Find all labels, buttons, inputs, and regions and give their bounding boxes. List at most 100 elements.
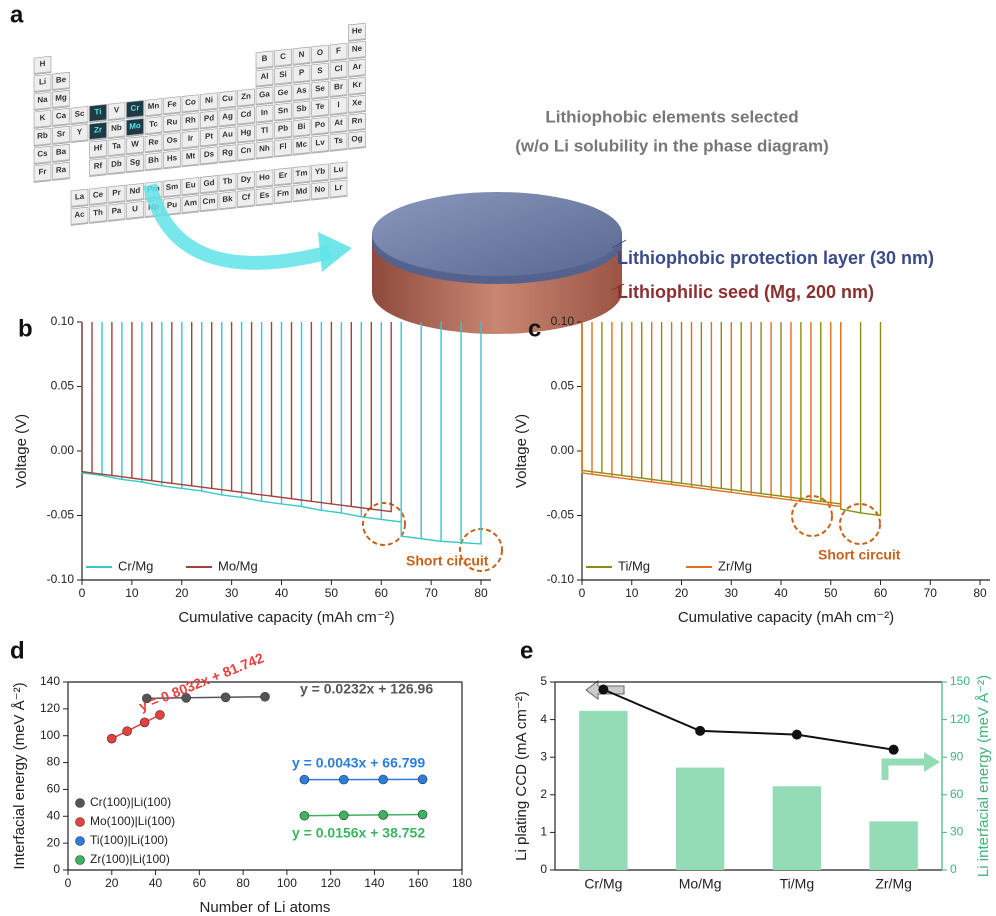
y2-tick-label: 30	[950, 825, 964, 839]
x-tick-label: 10	[625, 586, 639, 600]
element-symbol: Cd	[241, 109, 252, 119]
element-symbol: Cm	[203, 196, 216, 206]
y-axis-title: Li plating CCD (mA cm⁻²)	[513, 691, 530, 861]
element-symbol: V	[114, 105, 120, 115]
element-symbol: Rb	[37, 131, 48, 141]
y-tick-label: -0.05	[47, 508, 75, 522]
element-symbol: Mn	[148, 101, 160, 111]
element-symbol: Pt	[205, 131, 213, 141]
element-symbol: Ga	[259, 89, 270, 99]
x-tick-label: 0	[79, 586, 86, 600]
element-symbol: Sg	[130, 157, 140, 167]
element-symbol: I	[337, 100, 339, 109]
element-symbol: Lv	[315, 138, 325, 148]
x-tick-label: Ti/Mg	[780, 876, 814, 892]
y-tick-label: -0.10	[547, 572, 575, 586]
legend-marker	[76, 837, 85, 846]
y2-tick-label: 60	[950, 787, 964, 801]
element-symbol: He	[352, 26, 363, 36]
x-tick-label: 40	[774, 586, 788, 600]
equation: y = 0.0043x + 66.799	[292, 755, 425, 771]
element-symbol: Fl	[279, 142, 286, 152]
element-symbol: Ag	[222, 111, 233, 121]
element-symbol: Md	[296, 186, 308, 196]
x-tick-label: 10	[125, 586, 139, 600]
element-symbol: Kr	[353, 80, 362, 90]
legend-label: Mo(100)|Li(100)	[90, 814, 175, 828]
element-symbol: Bh	[148, 155, 159, 165]
panel-label: e	[520, 637, 533, 664]
y-tick-label: 2	[540, 787, 547, 801]
bar	[676, 768, 724, 870]
x-tick-label: 40	[275, 586, 289, 600]
element-symbol: Pu	[167, 200, 177, 210]
element-symbol: Mt	[186, 151, 196, 161]
x-tick-label: 70	[924, 586, 938, 600]
element-symbol: Pd	[204, 113, 214, 123]
element-symbol: Hf	[94, 143, 103, 153]
element-symbol: Zn	[241, 91, 251, 101]
element-symbol: N	[299, 50, 305, 60]
y-tick-label: 20	[47, 835, 61, 849]
element-symbol: Am	[184, 198, 197, 208]
arrowhead	[318, 232, 352, 272]
element-symbol: Pa	[112, 206, 122, 216]
y-tick-label: 1	[540, 825, 547, 839]
element-symbol: Tc	[149, 119, 158, 129]
element-symbol: Db	[111, 159, 122, 169]
panel-label: b	[18, 315, 33, 342]
x-tick-label: Zr/Mg	[875, 876, 912, 892]
disk	[372, 192, 622, 334]
x-axis-title: Cumulative capacity (mAh cm⁻²)	[178, 609, 394, 626]
element-symbol: K	[40, 113, 46, 123]
data-point	[379, 810, 388, 819]
element-symbol: Es	[260, 190, 270, 200]
axis-arrow	[924, 752, 940, 772]
y-tick-label: 0.00	[51, 443, 75, 457]
element-symbol: Mc	[296, 139, 308, 149]
element-symbol: Yb	[315, 166, 325, 176]
x-tick-label: 30	[225, 586, 239, 600]
element-symbol: Ne	[352, 44, 363, 54]
element-symbol: At	[334, 118, 343, 128]
element-symbol: Cl	[334, 64, 342, 74]
element-symbol: Li	[39, 77, 46, 87]
element-symbol: Tb	[223, 176, 233, 186]
x-tick-label: 60	[193, 876, 207, 890]
element-symbol: Br	[334, 82, 343, 92]
y-tick-label: 0	[540, 862, 547, 876]
bar	[773, 786, 821, 870]
element-symbol: Hs	[167, 153, 178, 163]
element-symbol: Mg	[55, 93, 67, 103]
data-point	[107, 734, 116, 743]
axis-arrow	[885, 762, 928, 780]
y-tick-label: -0.05	[547, 508, 575, 522]
element-symbol: H	[40, 59, 46, 69]
y-tick-label: 4	[540, 712, 547, 726]
ccd-line	[603, 690, 893, 750]
heading: Lithiophobic elements selected	[545, 107, 798, 126]
heading: (w/o Li solubility in the phase diagram)	[515, 136, 829, 155]
periodic-table: HHeLiBeBCNOFNeNaMgAlSiPSClArKCaScTiVCrMn…	[34, 23, 366, 229]
bar	[579, 711, 627, 870]
element-symbol: Lu	[334, 164, 344, 174]
element-symbol: Ba	[56, 147, 67, 157]
element-symbol: Er	[279, 170, 287, 180]
element-symbol: Cf	[242, 192, 251, 202]
x-tick-label: 80	[973, 586, 987, 600]
element-symbol: Pr	[112, 188, 120, 198]
x-tick-label: 0	[65, 876, 72, 890]
y-tick-label: 0.10	[51, 314, 75, 328]
element-symbol: Os	[167, 135, 178, 145]
legend-marker	[76, 818, 85, 827]
y-tick-label: 100	[40, 728, 60, 742]
element-symbol: Ge	[278, 87, 289, 97]
x-tick-label: 140	[364, 876, 384, 890]
x-tick-label: 160	[408, 876, 428, 890]
y-axis-title: Interfacial energy (meV Å⁻²)	[11, 682, 28, 869]
ccd-point	[598, 685, 608, 695]
x-tick-label: 70	[424, 586, 438, 600]
y-tick-label: 140	[40, 674, 60, 688]
element-symbol: Th	[93, 208, 103, 218]
element-symbol: Cu	[222, 93, 233, 103]
